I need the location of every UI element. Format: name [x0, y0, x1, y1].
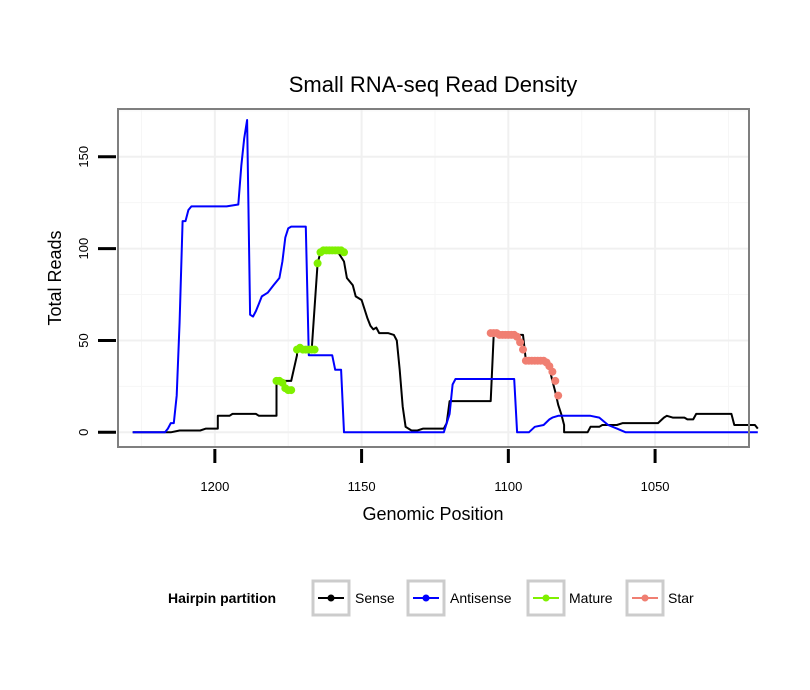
legend: Hairpin partition Sense Antisense Mature… — [168, 579, 694, 617]
legend-label-sense: Sense — [355, 590, 395, 606]
y-tick-label-0: 0 — [76, 429, 91, 436]
legend-title: Hairpin partition — [168, 590, 276, 606]
legend-dot-mature — [542, 594, 550, 602]
legend-label-mature: Mature — [569, 590, 613, 606]
series-layer — [132, 119, 759, 434]
y-tick-label-3: 150 — [76, 146, 91, 168]
legend-dot-antisense — [422, 594, 430, 602]
x-tick-label-0: 1200 — [200, 479, 229, 494]
panel-border — [117, 108, 750, 448]
series-point-mature-5 — [287, 386, 296, 395]
y-tick-label-1: 50 — [76, 333, 91, 347]
y-tick-label-2: 100 — [76, 238, 91, 260]
series-point-mature-12 — [310, 345, 319, 354]
series-point-star-10 — [516, 338, 525, 347]
x-tick-label-1: 1150 — [348, 479, 376, 494]
series-line-sense — [132, 251, 759, 434]
series-point-mature-13 — [313, 259, 322, 268]
series-point-mature-22 — [340, 248, 348, 257]
y-axis: 0 50 100 150 — [76, 146, 116, 436]
y-axis-title: Total Reads — [45, 230, 65, 325]
series-point-star-21 — [548, 367, 557, 376]
series-point-star-11 — [519, 345, 527, 354]
x-tick-label-2: 1100 — [494, 479, 522, 494]
x-tick-label-3: 1050 — [641, 479, 670, 494]
legend-label-antisense: Antisense — [450, 590, 512, 606]
x-axis-title: Genomic Position — [362, 504, 503, 524]
legend-dot-star — [641, 594, 649, 602]
legend-label-star: Star — [668, 590, 694, 606]
series-line-antisense — [132, 119, 758, 434]
x-axis: 1200 1150 1100 1050 — [200, 449, 670, 494]
series-point-star-23 — [554, 391, 563, 400]
series-point-star-22 — [551, 376, 560, 385]
chart-title: Small RNA-seq Read Density — [289, 72, 578, 97]
legend-dot-sense — [327, 594, 335, 602]
